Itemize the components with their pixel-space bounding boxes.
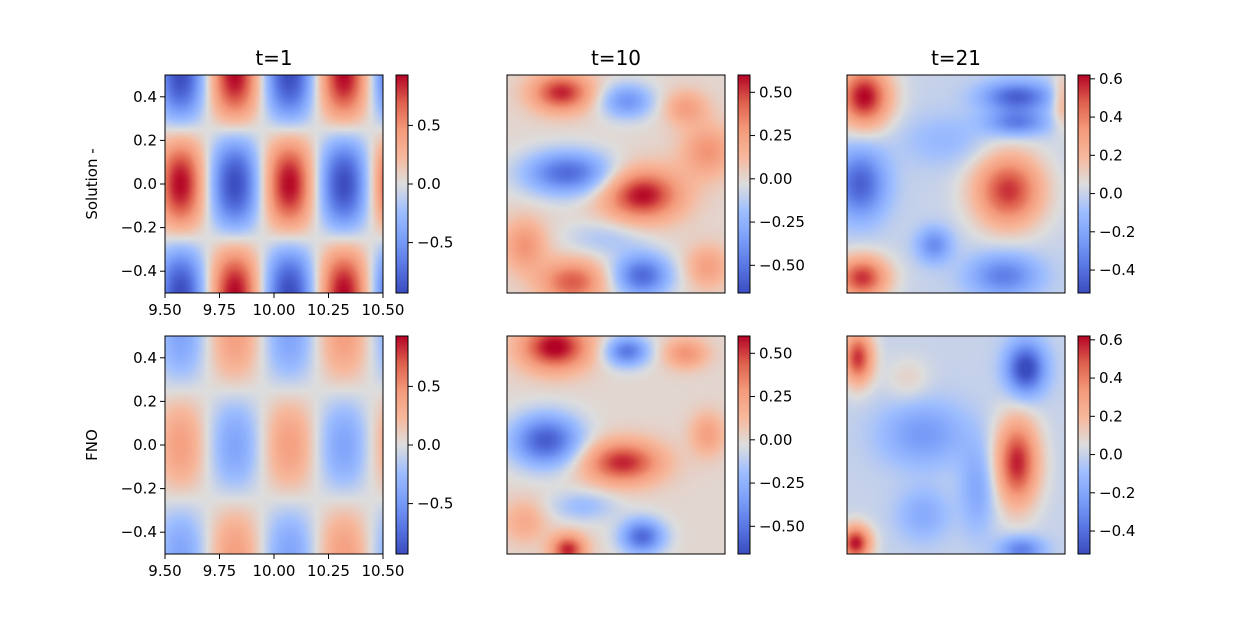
panel-r1-c2-colorbar-tick-label: 0.0 [1099,446,1123,464]
panel-r0-c0-colorbar-tick-label: 0.5 [417,116,441,134]
panel-r0-c2-heatmap [847,75,1065,293]
panel-r1-c2-frame [846,335,1066,555]
panel-r1-c0-heatmap [165,336,383,554]
panel-r1-c2-colorbar-tick-label: 0.2 [1099,407,1123,425]
panel-r0-c1-frame [506,74,726,294]
panel-r0-c2-colorbar-tick-label: 0.4 [1099,108,1123,126]
panel-r1-c1-colorbar-tick-label: 0.50 [759,344,792,362]
panel-r0-c0-ytick-label: 0.2 [133,131,157,149]
panel-r1-c0-xtick-label: 9.75 [203,562,236,580]
panel-r0-c2-colorbar-tick-label: 0.0 [1099,185,1123,203]
panel-r0-c1-colorbar-tick-label: 0.25 [759,127,792,145]
panel-r1-c0-colorbar-tick-label: 0.0 [417,436,441,454]
panel-r1-c1-heatmap [507,336,725,554]
panel-r1-c2-colorbar-tick-label: 0.4 [1099,369,1123,387]
panel-r0-c2-colorbar [1077,74,1091,294]
panel-r0-c1: t=10 0.50 0.25 0.00 −0.25 −0.50 [506,46,805,294]
panel-r1-c0-xtick-label: 10.50 [362,562,405,580]
panel-r1-c0-ytick-label: −0.4 [121,523,157,541]
panel-r0-c1-colorbar-tick-label: −0.50 [759,256,805,274]
panel-r1-c1-colorbar [737,335,751,555]
panel-r0-c1-title: t=10 [591,46,641,70]
panel-r0-c2-colorbar-tick-label: −0.2 [1099,223,1135,241]
panel-r1-c0-xtick-label: 9.50 [148,562,181,580]
panel-r0-c0-ytick-label: −0.2 [121,219,157,237]
panel-r1-c0-colorbar-tick-label: −0.5 [417,495,453,513]
panel-r0-c0-colorbar [395,74,409,294]
panel-r1-c2-colorbar-tick-label: −0.2 [1099,484,1135,502]
panel-r1-c2-heatmap [847,336,1065,554]
panel-r0-c2-frame [846,74,1066,294]
panel-r1-c1: 0.50 0.25 0.00 −0.25 −0.50 [506,335,805,555]
panel-r1-c2-colorbar-tick-label: −0.4 [1099,522,1135,540]
panel-r0-c0-ytick-label: 0.4 [133,88,157,106]
panel-r0-c0-heatmap [165,75,383,293]
panel-r0-c0-ytick-label: −0.4 [121,262,157,280]
panel-r1-c1-colorbar-tick-label: −0.25 [759,474,805,492]
panel-r1-c0-colorbar-tick-label: 0.5 [417,377,441,395]
panel-r1-c0-ytick-label: 0.0 [133,436,157,454]
panel-r0-c0-colorbar-tick-label: −0.5 [417,234,453,252]
panel-r0-c0-xtick-label: 9.50 [148,301,181,319]
panel-r1-c0-colorbar [395,335,409,555]
panel-r0-c0: t=1 Solution - 9.50 9.75 10.00 10.25 10.50 0.4 0… [83,46,453,319]
panel-r0-c0-xtick-label: 10.25 [307,301,350,319]
panel-r1-c2-colorbar [1077,335,1091,555]
panel-r1-c1-colorbar-tick-label: 0.00 [759,431,792,449]
panel-r0-c2-colorbar-tick-label: 0.6 [1099,70,1123,88]
panel-r1-c0-xtick-label: 10.00 [253,562,296,580]
panel-r1-c0-ylabel: FNO [83,429,101,461]
panel-r0-c0-colorbar-tick-label: 0.0 [417,175,441,193]
panel-r1-c1-colorbar-tick-label: −0.50 [759,517,805,535]
panel-r0-c2-colorbar-tick-label: 0.2 [1099,146,1123,164]
panel-r0-c0-ytick-label: 0.0 [133,175,157,193]
panel-r1-c2-colorbar-tick-label: 0.6 [1099,331,1123,349]
panel-r1-c1-colorbar-tick-label: 0.25 [759,388,792,406]
panel-r1-c1-frame [506,335,726,555]
panel-r0-c1-colorbar-tick-label: 0.00 [759,170,792,188]
panel-r1-c0-ytick-label: 0.2 [133,392,157,410]
panel-r1-c0: FNO 9.50 9.75 10.00 10.25 10.50 0.4 0.2 0.0 −0.2 −… [83,335,453,580]
panel-r0-c2: t=21 0.6 0.4 0.2 0.0 −0.2 −0.4 [846,46,1135,294]
panel-r0-c0-xtick-label: 10.50 [362,301,405,319]
panel-r0-c1-heatmap [507,75,725,293]
panel-r1-c0-ytick-label: 0.4 [133,349,157,367]
panel-r0-c0-xtick-label: 9.75 [203,301,236,319]
panel-r0-c1-colorbar-tick-label: 0.50 [759,83,792,101]
panel-r0-c0-xtick-label: 10.00 [253,301,296,319]
panel-r0-c1-colorbar-tick-label: −0.25 [759,213,805,231]
panel-r0-c1-colorbar [737,74,751,294]
panel-r1-c0-ytick-label: −0.2 [121,480,157,498]
panel-r0-c0-ylabel: Solution - [83,148,101,219]
panel-r0-c0-title: t=1 [255,46,292,70]
panel-r0-c2-colorbar-tick-label: −0.4 [1099,261,1135,279]
panel-r0-c2-title: t=21 [931,46,981,70]
panel-r1-c2: 0.6 0.4 0.2 0.0 −0.2 −0.4 [846,331,1135,555]
panel-r1-c0-xtick-label: 10.25 [307,562,350,580]
